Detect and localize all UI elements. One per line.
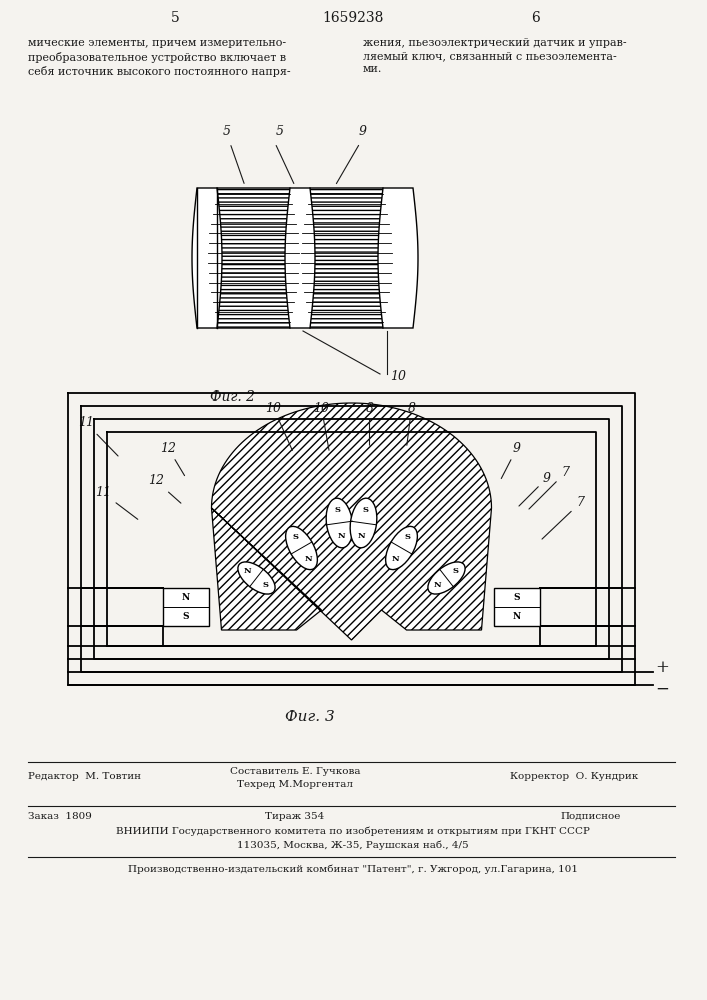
Text: Фиг. 2: Фиг. 2 [209, 390, 255, 404]
Text: Корректор  О. Кундрик: Корректор О. Кундрик [510, 772, 638, 781]
Text: жения, пьезоэлектрический датчик и управ-
ляемый ключ, связанный с пьезоэлемента: жения, пьезоэлектрический датчик и управ… [363, 38, 626, 74]
Text: N: N [304, 555, 312, 563]
Text: 6: 6 [531, 11, 539, 25]
Text: 11: 11 [95, 487, 138, 519]
Ellipse shape [428, 562, 465, 594]
Polygon shape [207, 188, 300, 328]
Text: 9: 9 [519, 472, 551, 506]
Text: 1659238: 1659238 [322, 11, 384, 25]
FancyBboxPatch shape [163, 588, 209, 626]
Text: ВНИИПИ Государственного комитета по изобретениям и открытиям при ГКНТ СССР: ВНИИПИ Государственного комитета по изоб… [116, 826, 590, 836]
Text: S: S [405, 533, 411, 541]
Text: S: S [182, 612, 189, 621]
Text: 10: 10 [390, 369, 406, 382]
Text: N: N [391, 555, 399, 563]
Text: N: N [513, 612, 521, 621]
FancyBboxPatch shape [494, 588, 540, 626]
Text: 9: 9 [501, 442, 521, 479]
Text: S: S [334, 506, 341, 514]
Ellipse shape [385, 526, 417, 570]
Polygon shape [192, 188, 222, 328]
Text: 9: 9 [359, 125, 367, 138]
Text: S: S [514, 593, 520, 602]
Text: N: N [433, 581, 441, 589]
Text: 10: 10 [313, 401, 329, 450]
Ellipse shape [326, 498, 353, 548]
Text: N: N [182, 593, 190, 602]
Ellipse shape [350, 498, 377, 548]
Text: S: S [263, 581, 269, 589]
Text: 5: 5 [170, 11, 180, 25]
Polygon shape [211, 403, 491, 640]
Text: Подписное: Подписное [560, 812, 620, 821]
Text: Составитель Е. Гучкова: Составитель Е. Гучкова [230, 767, 361, 776]
Text: 12: 12 [148, 475, 181, 503]
Text: 7: 7 [529, 466, 569, 509]
Text: мические элементы, причем измерительно-
преобразовательное устройство включает в: мические элементы, причем измерительно- … [28, 38, 291, 77]
Text: Техред М.Моргентал: Техред М.Моргентал [237, 780, 353, 789]
Text: 7: 7 [542, 496, 584, 539]
Polygon shape [300, 188, 393, 328]
Text: N: N [337, 532, 345, 540]
Ellipse shape [238, 562, 275, 594]
Text: Заказ  1809: Заказ 1809 [28, 812, 92, 821]
Text: Производственно-издательский комбинат "Патент", г. Ужгород, ул.Гагарина, 101: Производственно-издательский комбинат "П… [128, 864, 578, 874]
Text: N: N [358, 532, 366, 540]
Text: S: S [292, 533, 298, 541]
Text: 5: 5 [223, 125, 231, 138]
Polygon shape [378, 188, 418, 328]
Polygon shape [285, 188, 315, 328]
Text: 8: 8 [407, 401, 416, 445]
Text: 11: 11 [78, 416, 118, 456]
Text: Фиг. 3: Фиг. 3 [285, 710, 335, 724]
Text: S: S [363, 506, 368, 514]
Text: −: − [655, 680, 669, 698]
Text: 5: 5 [276, 125, 284, 138]
Text: N: N [243, 567, 251, 575]
Text: 8: 8 [366, 401, 373, 445]
Text: Тираж 354: Тираж 354 [265, 812, 325, 821]
Text: 12: 12 [160, 442, 185, 476]
Text: 113035, Москва, Ж-35, Раушская наб., 4/5: 113035, Москва, Ж-35, Раушская наб., 4/5 [237, 840, 469, 850]
Text: Редактор  М. Товтин: Редактор М. Товтин [28, 772, 141, 781]
Ellipse shape [286, 526, 317, 570]
Text: 10: 10 [266, 401, 293, 450]
Text: +: + [655, 658, 669, 676]
Text: S: S [453, 567, 459, 575]
